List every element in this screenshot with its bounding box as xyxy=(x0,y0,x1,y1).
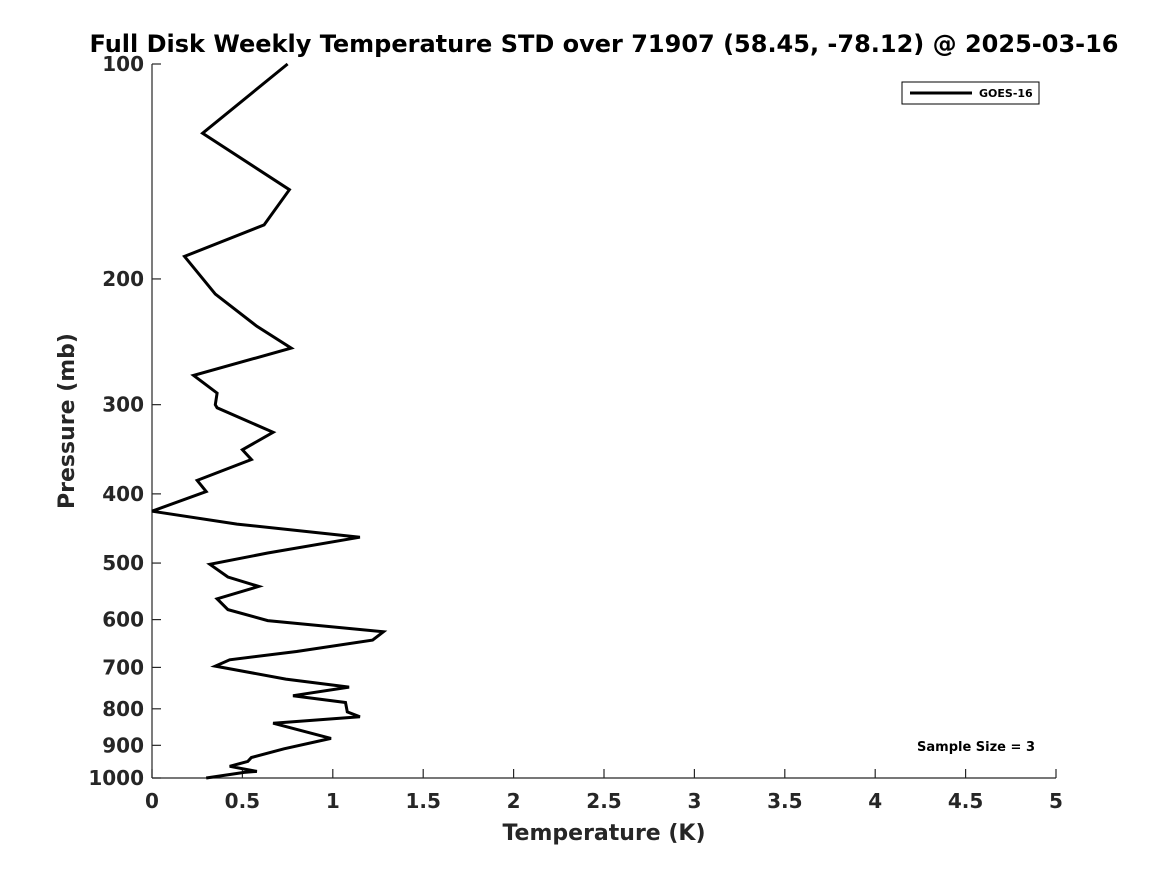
y-tick-label: 500 xyxy=(102,551,144,575)
y-tick-label: 1000 xyxy=(88,766,144,790)
x-axis-ticks: 0 0.5 1 1.5 2 2.5 3 3.5 4 4.5 5 xyxy=(145,769,1063,813)
x-tick-label: 4.5 xyxy=(948,789,983,813)
y-axis-ticks: 100 200 300 400 500 600 700 800 900 1000 xyxy=(88,52,161,790)
y-axis-label: Pressure (mb) xyxy=(55,333,80,509)
x-tick-label: 0 xyxy=(145,789,159,813)
x-tick-label: 4 xyxy=(868,789,882,813)
series-line-goes-16 xyxy=(151,62,388,780)
x-tick-label: 1 xyxy=(326,789,340,813)
y-tick-label: 200 xyxy=(102,267,144,291)
chart-title: Full Disk Weekly Temperature STD over 71… xyxy=(90,30,1119,58)
plot-axes xyxy=(151,64,1056,779)
x-tick-label: 5 xyxy=(1049,789,1063,813)
y-tick-label: 100 xyxy=(102,52,144,76)
y-tick-label: 600 xyxy=(102,608,144,632)
legend: GOES-16 xyxy=(901,81,1040,105)
y-tick-label: 900 xyxy=(102,733,144,757)
legend-label-goes-16: GOES-16 xyxy=(979,87,1033,100)
y-tick-label: 700 xyxy=(102,655,144,679)
sample-size-annotation: Sample Size = 3 xyxy=(917,740,1035,755)
y-tick-label: 300 xyxy=(102,393,144,417)
x-axis-label: Temperature (K) xyxy=(502,821,705,846)
y-tick-label: 800 xyxy=(102,697,144,721)
x-tick-label: 1.5 xyxy=(405,789,440,813)
x-tick-label: 3.5 xyxy=(767,789,802,813)
series-layer xyxy=(151,62,388,780)
y-tick-label: 400 xyxy=(102,482,144,506)
x-tick-label: 2 xyxy=(507,789,521,813)
x-tick-label: 0.5 xyxy=(225,789,260,813)
x-tick-label: 3 xyxy=(687,789,701,813)
x-tick-label: 2.5 xyxy=(586,789,621,813)
